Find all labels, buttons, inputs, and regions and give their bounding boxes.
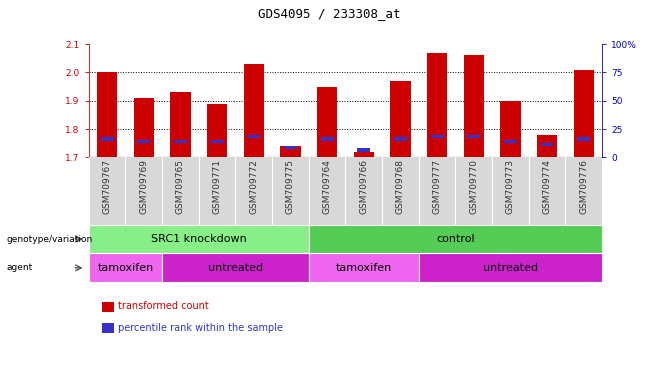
Text: transformed count: transformed count bbox=[118, 301, 209, 311]
Text: GSM709769: GSM709769 bbox=[139, 159, 148, 214]
Bar bbox=[390, 81, 411, 157]
Text: untreated: untreated bbox=[208, 263, 263, 273]
Text: GSM709766: GSM709766 bbox=[359, 159, 368, 214]
Bar bbox=[418, 253, 602, 282]
Bar bbox=[243, 64, 264, 157]
Text: GSM709765: GSM709765 bbox=[176, 159, 185, 214]
Text: GSM709771: GSM709771 bbox=[213, 159, 222, 214]
Bar bbox=[317, 87, 337, 157]
Text: control: control bbox=[436, 234, 474, 244]
Bar bbox=[309, 253, 418, 282]
Bar bbox=[101, 137, 114, 141]
Text: GSM709773: GSM709773 bbox=[506, 159, 515, 214]
Bar bbox=[427, 53, 447, 157]
Text: GSM709770: GSM709770 bbox=[469, 159, 478, 214]
Text: GDS4095 / 233308_at: GDS4095 / 233308_at bbox=[258, 7, 400, 20]
Bar bbox=[134, 98, 154, 157]
Text: GSM709776: GSM709776 bbox=[579, 159, 588, 214]
Bar bbox=[504, 141, 517, 143]
Text: GSM709777: GSM709777 bbox=[432, 159, 442, 214]
Bar bbox=[138, 141, 150, 143]
Bar bbox=[102, 323, 114, 333]
Text: percentile rank within the sample: percentile rank within the sample bbox=[118, 323, 283, 333]
Text: genotype/variation: genotype/variation bbox=[7, 235, 93, 243]
Bar bbox=[500, 101, 520, 157]
Bar bbox=[89, 253, 162, 282]
Bar bbox=[394, 137, 407, 141]
Bar bbox=[284, 146, 297, 149]
Bar bbox=[467, 134, 480, 138]
Text: GSM709775: GSM709775 bbox=[286, 159, 295, 214]
Bar bbox=[354, 152, 374, 157]
Bar bbox=[577, 137, 590, 141]
Text: GSM709764: GSM709764 bbox=[322, 159, 332, 214]
Text: GSM709768: GSM709768 bbox=[396, 159, 405, 214]
Bar bbox=[89, 225, 309, 253]
Bar bbox=[464, 55, 484, 157]
Text: GSM709767: GSM709767 bbox=[103, 159, 112, 214]
Bar bbox=[537, 135, 557, 157]
Text: untreated: untreated bbox=[483, 263, 538, 273]
Bar bbox=[574, 70, 594, 157]
Text: agent: agent bbox=[7, 263, 33, 272]
Bar bbox=[280, 146, 301, 157]
Bar bbox=[320, 137, 334, 141]
Bar bbox=[309, 225, 602, 253]
Text: GSM709774: GSM709774 bbox=[543, 159, 551, 214]
Bar bbox=[247, 134, 260, 138]
Bar bbox=[162, 253, 309, 282]
Bar bbox=[211, 141, 224, 143]
Bar bbox=[102, 302, 114, 312]
Text: tamoxifen: tamoxifen bbox=[336, 263, 392, 273]
Text: tamoxifen: tamoxifen bbox=[97, 263, 153, 273]
Bar bbox=[170, 92, 191, 157]
Bar bbox=[174, 141, 187, 143]
Bar bbox=[431, 134, 443, 138]
Bar bbox=[357, 148, 370, 152]
Text: GSM709772: GSM709772 bbox=[249, 159, 259, 214]
Bar bbox=[207, 104, 227, 157]
Text: SRC1 knockdown: SRC1 knockdown bbox=[151, 234, 247, 244]
Bar bbox=[97, 73, 117, 157]
Bar bbox=[541, 143, 553, 146]
